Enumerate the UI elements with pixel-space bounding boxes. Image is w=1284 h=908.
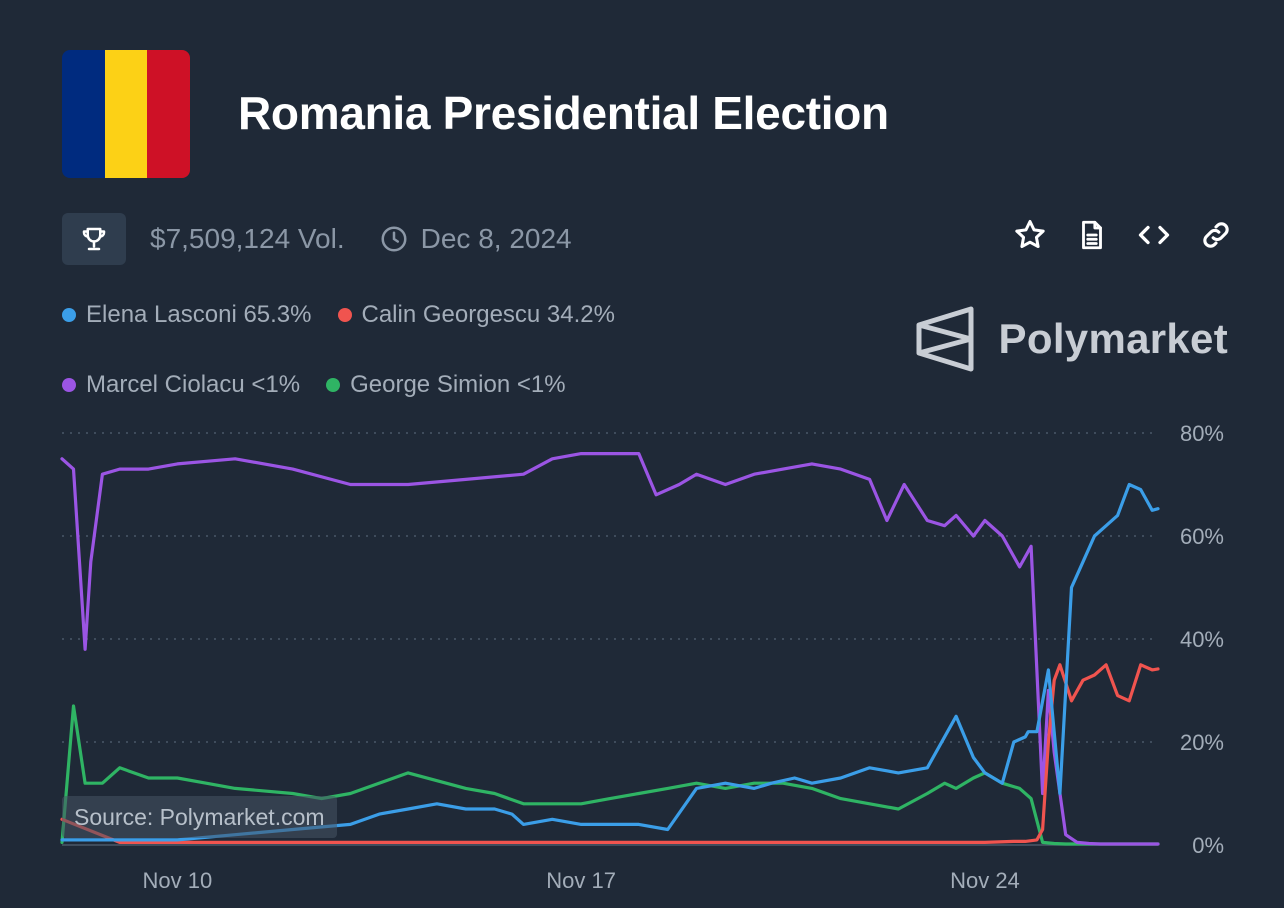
y-tick-label: 20% — [1180, 730, 1224, 755]
legend-dot — [326, 378, 341, 392]
document-icon[interactable] — [1074, 217, 1110, 253]
legend-dot — [62, 378, 76, 392]
legend-label: Elena Lasconi 65.3% — [86, 301, 312, 328]
brand-name: Polymarket — [998, 315, 1228, 362]
romania-flag-icon — [62, 50, 190, 178]
polymarket-logo-icon — [916, 306, 974, 372]
legend-item-georgescu[interactable]: Calin Georgescu 34.2% — [337, 301, 615, 328]
series-line-calin-georgescu — [60, 663, 1160, 844]
link-icon[interactable] — [1198, 217, 1234, 253]
legend-item-simion[interactable]: George Simion <1% — [326, 371, 566, 398]
volume-label: $7,509,124 Vol. — [150, 223, 345, 254]
star-icon[interactable] — [1012, 217, 1048, 253]
flag-stripe-yellow — [104, 50, 148, 178]
x-tick-label: Nov 10 — [143, 868, 213, 893]
brand-logo: Polymarket — [915, 303, 1228, 375]
chart-legend: Elena Lasconi 65.3% Calin Georgescu 34.2… — [62, 301, 762, 398]
legend-item-ciolacu[interactable]: Marcel Ciolacu <1% — [62, 371, 301, 398]
clock-icon — [379, 224, 409, 254]
y-tick-label: 0% — [1192, 833, 1224, 858]
legend-dot — [62, 308, 76, 322]
legend-label: Marcel Ciolacu <1% — [86, 371, 301, 398]
code-icon[interactable] — [1136, 217, 1172, 253]
flag-stripe-red — [147, 50, 190, 178]
page-title: Romania Presidential Election — [238, 87, 889, 139]
x-tick-label: Nov 24 — [950, 868, 1020, 893]
x-tick-label: Nov 17 — [546, 868, 616, 893]
legend-label: George Simion <1% — [350, 371, 566, 398]
source-watermark: Source: Polymarket.com — [62, 796, 337, 838]
end-date: Dec 8, 2024 — [420, 223, 572, 254]
market-meta: $7,509,124 Vol. Dec 8, 2024 — [62, 213, 572, 265]
y-tick-label: 80% — [1180, 421, 1224, 446]
series-line-george-simion — [60, 704, 1160, 846]
y-tick-label: 60% — [1180, 524, 1224, 549]
y-tick-label: 40% — [1180, 627, 1224, 652]
legend-dot — [337, 308, 352, 322]
market-actions — [1012, 217, 1234, 253]
trophy-icon[interactable] — [62, 213, 126, 265]
series-line-marcel-ciolacu — [60, 452, 1160, 846]
flag-stripe-blue — [62, 50, 105, 178]
series-line-elena-lasconi — [60, 482, 1160, 842]
legend-label: Calin Georgescu 34.2% — [361, 301, 615, 328]
legend-item-lasconi[interactable]: Elena Lasconi 65.3% — [62, 301, 312, 328]
